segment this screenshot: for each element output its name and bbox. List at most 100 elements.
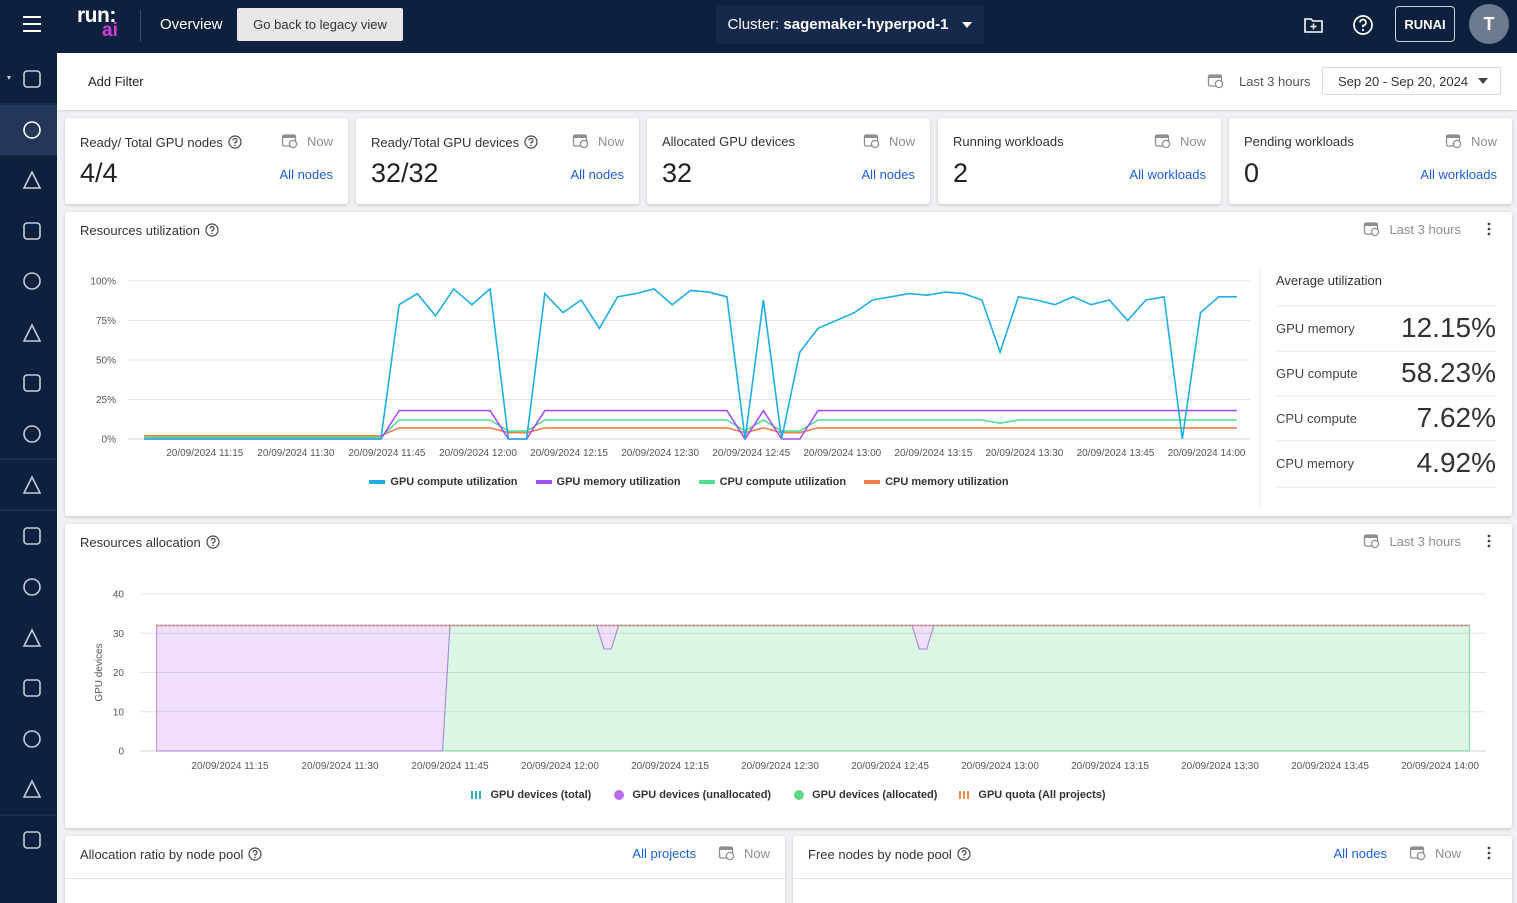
- date-select[interactable]: Sep 20 - Sep 20, 2024: [1322, 67, 1501, 95]
- time-span: Now: [888, 133, 915, 149]
- card-title-span: Ready/Total GPU devices: [371, 134, 520, 150]
- avg-title: Average utilization: [1276, 273, 1382, 288]
- help-ring: [957, 847, 971, 861]
- kebab-icon: [1487, 222, 1491, 236]
- cal-clock: [288, 139, 298, 149]
- stat-card: Pending workloads Now 0 All workloads: [1229, 118, 1512, 204]
- legend: GPU compute utilization GPU memory utiliz…: [128, 476, 1250, 488]
- panel-title-row: Resources utilization: [80, 222, 220, 238]
- dot: [1487, 846, 1491, 850]
- nav-icon: [22, 475, 42, 494]
- nav-icon: [23, 374, 41, 392]
- cal-clock: [870, 139, 880, 149]
- card-value: 32/32: [371, 158, 439, 188]
- swatch: [698, 480, 715, 484]
- card-link[interactable]: All nodes: [279, 167, 333, 182]
- range-text: Last 3 hours: [1239, 73, 1311, 89]
- nav-overview[interactable]: Overview: [160, 16, 223, 33]
- legend-item: GPU compute utilization: [369, 476, 518, 488]
- nav-icon: [22, 323, 42, 342]
- range-span: Last 3 hours: [1389, 533, 1461, 549]
- nav-icon: [23, 730, 41, 748]
- cal-top: [282, 135, 296, 138]
- nav-icon: [22, 628, 42, 647]
- legacy-button[interactable]: Go back to legacy view: [237, 8, 403, 41]
- legend: GPU devices (total) GPU devices (unalloca…: [140, 789, 1435, 801]
- card-title-span: Allocated GPU devices: [662, 134, 795, 149]
- cal-top: [719, 847, 733, 850]
- add-filter[interactable]: Add Filter: [88, 74, 144, 89]
- panel-link-span[interactable]: All projects: [632, 845, 696, 861]
- panel-title-row: Resources allocation: [80, 534, 221, 550]
- dot: [1487, 227, 1491, 231]
- range-span: Now: [1434, 845, 1461, 861]
- nav-icon: [23, 121, 41, 139]
- cluster-label: Cluster:: [727, 16, 780, 33]
- panel-tools: Last 3 hours: [1363, 220, 1497, 238]
- legend-item: GPU memory utilization: [535, 476, 681, 488]
- panel-link-span[interactable]: All nodes: [1333, 845, 1387, 861]
- swatch: [864, 480, 881, 484]
- help-icon[interactable]: [1351, 13, 1375, 37]
- card-link[interactable]: All nodes: [570, 167, 624, 182]
- nav-icon: [23, 831, 41, 849]
- stat-card: Running workloads Now 2 All workloads: [938, 118, 1221, 204]
- stat-card: Allocated GPU devices Now 32 All nodes: [647, 118, 930, 204]
- card-link[interactable]: All nodes: [861, 167, 915, 182]
- folder-icon[interactable]: [1303, 14, 1325, 36]
- help-dot: [963, 856, 965, 859]
- calendar-icon: [863, 134, 880, 149]
- panel-title-row: Free nodes by node pool: [808, 846, 972, 862]
- avg-value: 4.92%: [1416, 447, 1496, 478]
- legend-label-span: GPU quota (All projects): [978, 789, 1106, 801]
- help-icon: [205, 223, 219, 237]
- help-ring: [205, 223, 219, 237]
- nav-icon: [23, 70, 41, 88]
- help-icon: [228, 135, 242, 149]
- swatch: [959, 791, 962, 799]
- help-ring: [524, 135, 538, 149]
- help-mark: [232, 137, 238, 144]
- swatch: [614, 790, 625, 800]
- help-dot: [234, 144, 236, 147]
- calendar-icon: [1445, 134, 1462, 149]
- swatch: [963, 791, 966, 799]
- calendar-icon: [572, 134, 589, 149]
- cal-clock: [1214, 79, 1224, 89]
- card-link[interactable]: All workloads: [1420, 167, 1497, 182]
- calendar-icon: [1154, 134, 1171, 149]
- legend-label-span: GPU memory utilization: [556, 476, 681, 488]
- user-chip[interactable]: RUNAI: [1395, 6, 1455, 42]
- dot: [1487, 539, 1491, 543]
- cluster-select[interactable]: Cluster: sagemaker-hyperpod-1: [716, 5, 984, 44]
- cal-clock: [1161, 139, 1171, 149]
- help-dot: [530, 144, 532, 147]
- allocation-panel: Resources allocation Last 3 hours: [65, 524, 1512, 828]
- card-value: 32: [662, 158, 693, 188]
- card-title-span: Running workloads: [953, 134, 1064, 149]
- stat-card: Ready/Total GPU devices Now 32/32 All nodes: [356, 118, 639, 204]
- swatch: [794, 790, 805, 800]
- legend-label-span: CPU memory utilization: [885, 476, 1009, 488]
- avg-label: CPU memory: [1276, 456, 1355, 471]
- selected-item: [0, 105, 57, 155]
- help-mark: [528, 137, 534, 144]
- caret: [1478, 78, 1489, 84]
- cal-top: [1446, 135, 1460, 138]
- swatch: [369, 480, 386, 484]
- cal-clock: [1371, 227, 1380, 237]
- cal-clock: [725, 851, 735, 861]
- menu-icon[interactable]: [22, 15, 44, 33]
- calendar-icon: [718, 846, 735, 861]
- avg-value: 58.23%: [1401, 357, 1496, 388]
- cal-top: [1410, 847, 1424, 850]
- logo-accent: ai: [102, 20, 118, 41]
- card-title-span: Pending workloads: [1244, 134, 1354, 149]
- card-title-row: Allocated GPU devices: [662, 134, 795, 149]
- legend-label-span: GPU devices (total): [490, 789, 592, 801]
- avatar[interactable]: T: [1469, 4, 1509, 44]
- help-ring: [228, 135, 242, 149]
- card-link[interactable]: All workloads: [1129, 167, 1206, 182]
- legend-swatch: [471, 791, 482, 799]
